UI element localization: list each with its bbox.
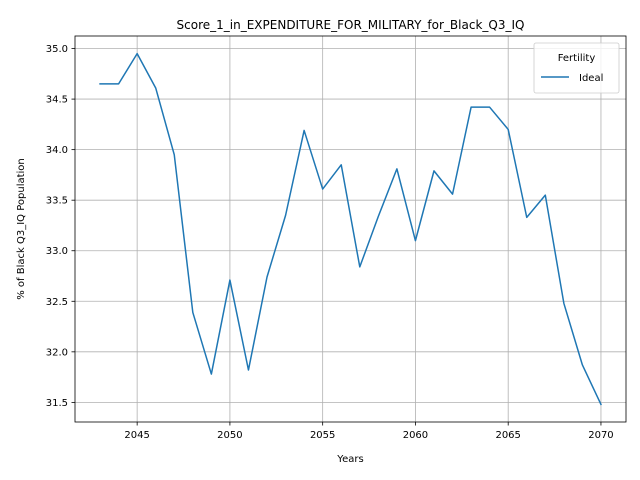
y-tick-label: 32.5 bbox=[46, 297, 68, 308]
legend-box bbox=[533, 42, 620, 94]
y-tick-label: 31.5 bbox=[46, 398, 68, 409]
x-tick-label: 2060 bbox=[403, 430, 428, 441]
y-axis-ticks: 31.5 32.0 32.5 33.0 33.5 34.0 34.5 35.0 bbox=[46, 44, 75, 409]
legend-label-ideal: Ideal bbox=[579, 73, 603, 84]
legend-title: Fertility bbox=[558, 53, 596, 64]
y-tick-label: 35.0 bbox=[46, 44, 68, 55]
x-tick-label: 2070 bbox=[588, 430, 613, 441]
series-line-ideal bbox=[99, 52, 602, 406]
y-tick-label: 32.0 bbox=[46, 347, 68, 358]
series-lines bbox=[99, 52, 602, 406]
y-tick-label: 34.5 bbox=[46, 95, 68, 106]
chart-title: Score_1_in_EXPENDITURE_FOR_MILITARY_for_… bbox=[177, 18, 525, 32]
x-axis-ticks: 2045 2050 2055 2060 2065 2070 bbox=[124, 422, 614, 441]
y-tick-label: 33.5 bbox=[46, 196, 68, 207]
plot-frame bbox=[74, 35, 627, 423]
x-axis-label: Years bbox=[336, 454, 363, 465]
x-tick-label: 2045 bbox=[124, 430, 149, 441]
y-axis-label: % of Black Q3_IQ Population bbox=[16, 158, 27, 300]
x-tick-label: 2055 bbox=[310, 430, 335, 441]
x-tick-label: 2050 bbox=[217, 430, 242, 441]
x-tick-label: 2065 bbox=[495, 430, 520, 441]
grid-lines bbox=[75, 36, 626, 422]
y-tick-label: 34.0 bbox=[46, 145, 68, 156]
legend: Fertility Ideal bbox=[533, 42, 620, 94]
y-tick-label: 33.0 bbox=[46, 246, 68, 257]
